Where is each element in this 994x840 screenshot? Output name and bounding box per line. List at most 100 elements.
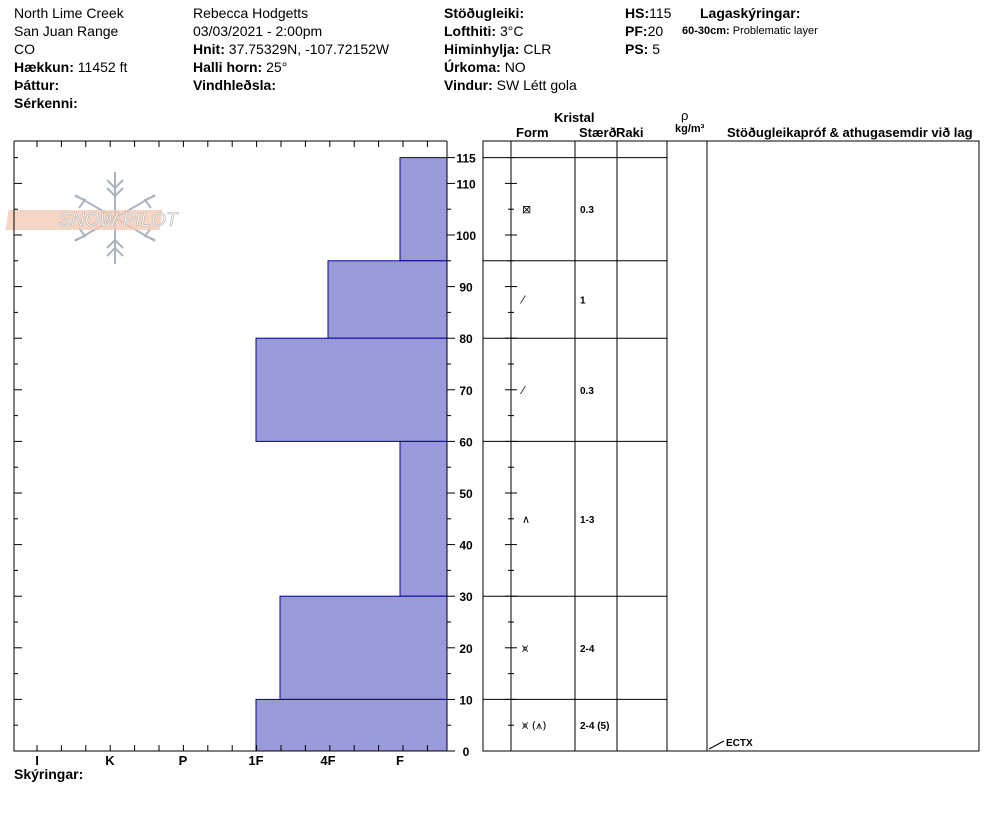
features-row: Sérkenni: xyxy=(14,94,127,112)
precip-value: NO xyxy=(504,59,526,75)
col-rho-header: ρ xyxy=(681,108,689,123)
depth-label: 110 xyxy=(456,177,476,191)
logo-text: SNOW PILOT xyxy=(58,210,179,231)
sky-label: Himinhylja: xyxy=(444,41,520,57)
depth-info: HS:115 PF:20 PS: 5 xyxy=(625,4,671,58)
ps-label: PS: xyxy=(625,41,649,57)
crystal-size: 2-4 xyxy=(580,644,595,655)
wind-loading-row: Vindhleðsla: xyxy=(193,76,389,94)
col-size-header: Stærð xyxy=(579,125,616,140)
crystal-form: ⩙ (⩚) xyxy=(522,719,547,732)
hardness-plot: I K P 1F 4F F xyxy=(13,140,448,768)
depth-label: 40 xyxy=(459,539,473,553)
aspect-row: Þáttur: xyxy=(14,76,127,94)
crystal-size: 2-4 (5) xyxy=(580,721,609,732)
layer-notes-title: Lagaskýringar: xyxy=(700,5,801,21)
observer-name: Rebecca Hodgetts xyxy=(193,5,309,21)
wind-loading-label: Vindhleðsla: xyxy=(193,77,276,93)
depth-label: 115 xyxy=(456,152,476,166)
depth-label: 0 xyxy=(463,745,470,759)
col-density-header: kg/m³ xyxy=(675,123,705,135)
hardness-label: F xyxy=(396,753,404,768)
air-temp-value: 3°C xyxy=(499,23,524,39)
test-label: ECTX xyxy=(726,738,753,749)
hardness-plot-frame xyxy=(13,141,448,752)
site-name: North Lime Creek xyxy=(14,5,124,21)
crystal-form: ⁄ xyxy=(519,294,526,307)
precip-row: Úrkoma: NO xyxy=(444,58,577,76)
col-tests-header: Stöðugleikapróf & athugasemdir við lag xyxy=(727,125,973,140)
hs-value: 115 xyxy=(649,5,672,21)
pf-label: PF: xyxy=(625,23,648,39)
hs-row: HS:115 xyxy=(625,4,671,22)
observer-info: Rebecca Hodgetts 03/03/2021 - 2:00pm Hni… xyxy=(193,4,389,94)
hardness-bar xyxy=(255,698,448,752)
coords-row: Hnit: 37.75329N, -107.72152W xyxy=(193,40,389,58)
hardness-label: P xyxy=(179,753,188,768)
features-label: Sérkenni: xyxy=(14,95,78,111)
hardness-bar xyxy=(399,157,448,262)
slope-value: 25° xyxy=(266,59,288,75)
observation-datetime: 03/03/2021 - 2:00pm xyxy=(193,23,323,39)
crystal-size: 1 xyxy=(580,296,586,307)
hardness-label: 4F xyxy=(320,753,335,768)
site-info: North Lime Creek San Juan Range CO Hækku… xyxy=(14,4,127,112)
site-range: San Juan Range xyxy=(14,23,119,39)
slope-label: Halli horn: xyxy=(193,59,263,75)
hardness-bar xyxy=(399,440,448,597)
legend-label: Skýringar: xyxy=(14,766,84,782)
wind-value: SW Létt gola xyxy=(496,77,577,93)
depth-label: 60 xyxy=(459,435,473,449)
hardness-bar xyxy=(255,337,448,442)
hs-label: HS: xyxy=(625,5,650,21)
hardness-bar xyxy=(279,595,448,700)
layer-note-text: Problematic layer xyxy=(732,25,818,37)
ps-value: 5 xyxy=(652,41,661,57)
slope-row: Halli horn: 25° xyxy=(193,58,389,76)
col-form-header: Form xyxy=(516,125,549,140)
elevation-value: 11452 ft xyxy=(77,59,128,75)
wind-label: Vindur: xyxy=(444,77,493,93)
depth-label: 100 xyxy=(456,229,476,243)
air-temp-label: Lofthiti: xyxy=(444,23,497,39)
aspect-label: Þáttur: xyxy=(14,77,60,93)
air-temp-row: Lofthiti: 3°C xyxy=(444,22,577,40)
depth-label: 70 xyxy=(459,384,473,398)
depth-label: 30 xyxy=(459,590,473,604)
ps-row: PS: 5 xyxy=(625,40,671,58)
sky-value: CLR xyxy=(523,41,552,57)
col-moisture-header: Raki xyxy=(616,125,644,140)
col-crystal-header: Kristal xyxy=(554,110,595,125)
layer-note-item: 60-30cm: Problematic layer xyxy=(682,22,818,40)
hardness-label: 1F xyxy=(248,753,263,768)
elevation-label: Hækkun: xyxy=(14,59,74,75)
hardness-label: K xyxy=(105,753,115,768)
stability-label: Stöðugleiki: xyxy=(444,5,525,21)
pf-row: PF:20 xyxy=(625,22,671,40)
stability-row: Stöðugleiki: xyxy=(444,4,577,22)
snowpilot-logo: SNOW PILOT xyxy=(5,172,179,264)
wind-row: Vindur: SW Létt gola xyxy=(444,76,577,94)
crystal-form: ∧ xyxy=(522,513,530,526)
depth-label: 50 xyxy=(459,487,473,501)
precip-label: Úrkoma: xyxy=(444,59,501,75)
test-pointer xyxy=(708,740,725,750)
coords-label: Hnit: xyxy=(193,41,225,57)
sky-row: Himinhylja: CLR xyxy=(444,40,577,58)
table-frame xyxy=(482,140,980,752)
crystal-form: ⁄ xyxy=(519,384,526,397)
crystal-grid: 0 10 20 30 40 50 60 70 80 90 100 110 115 ⊠ 0.3 ⁄ 1 ⁄ 0.3 ∧ 1… xyxy=(447,140,980,759)
crystal-form: ⩙ xyxy=(522,642,528,655)
crystal-size: 0.3 xyxy=(580,386,594,397)
depth-label: 80 xyxy=(459,332,473,346)
depth-label: 10 xyxy=(459,693,473,707)
elevation-row: Hækkun: 11452 ft xyxy=(14,58,127,76)
hardness-label: I xyxy=(35,753,39,768)
pf-value: 20 xyxy=(647,23,664,39)
crystal-size: 1-3 xyxy=(580,515,595,526)
depth-label: 90 xyxy=(459,281,473,295)
crystal-form: ⊠ xyxy=(522,203,531,216)
layer-note-range: 60-30cm: xyxy=(682,25,730,37)
crystal-size: 0.3 xyxy=(580,205,594,216)
